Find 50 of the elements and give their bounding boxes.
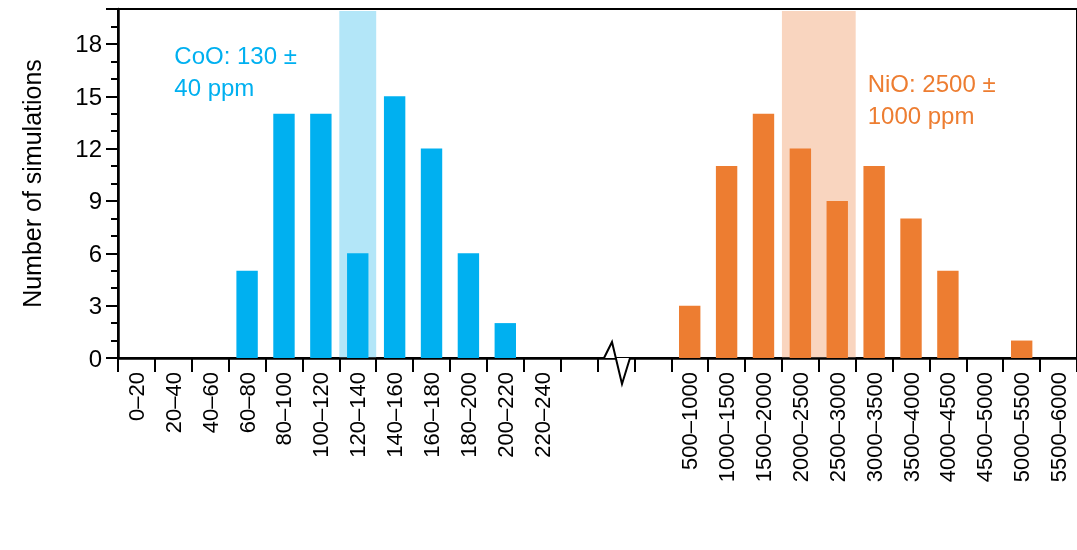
bar xyxy=(826,200,848,358)
x-tick-label: 220–240 xyxy=(529,372,555,458)
bar xyxy=(679,305,701,358)
x-tick-label: 2000–2500 xyxy=(787,372,813,483)
x-tick-label: 80–100 xyxy=(271,372,297,446)
x-tick-label: 3500–4000 xyxy=(898,372,924,483)
bar xyxy=(715,166,738,358)
bar xyxy=(347,253,369,358)
x-tick-label: 3000–3500 xyxy=(861,372,887,483)
bar xyxy=(457,253,480,358)
bar xyxy=(1010,340,1033,358)
y-tick-label: 6 xyxy=(88,239,102,267)
x-tick-label: 4000–4500 xyxy=(935,372,961,483)
y-axis-title: Number of simulations xyxy=(17,59,46,308)
bar xyxy=(937,270,959,358)
x-tick-label: 500–1000 xyxy=(677,372,703,470)
x-tick-label: 120–140 xyxy=(345,372,371,458)
x-tick-label: 4500–5000 xyxy=(972,372,998,483)
y-tick-label: 3 xyxy=(88,292,102,320)
bar xyxy=(494,323,516,358)
x-tick-label: 200–220 xyxy=(492,372,518,458)
bar xyxy=(863,166,885,358)
bar xyxy=(310,113,332,358)
x-tick-label: 160–180 xyxy=(419,372,445,458)
y-tick-label: 9 xyxy=(88,187,102,215)
y-tick-label: 18 xyxy=(75,30,102,58)
band-label: NiO: 2500 ± 1000 ppm xyxy=(867,69,1003,129)
x-tick-label: 60–80 xyxy=(234,372,260,434)
bar xyxy=(236,270,258,358)
bar xyxy=(383,96,406,358)
bar xyxy=(420,148,443,358)
bar xyxy=(900,218,922,358)
y-tick-label: 12 xyxy=(75,135,102,163)
x-tick-label: 100–120 xyxy=(308,372,334,458)
band-label: CoO: 130 ± 40 ppm xyxy=(174,41,304,101)
x-tick-label: 180–200 xyxy=(455,372,481,458)
x-tick-label: 2500–3000 xyxy=(824,372,850,483)
x-tick-label: 5500–6000 xyxy=(1046,372,1072,483)
bar xyxy=(752,113,775,358)
bar xyxy=(273,113,295,358)
x-tick-label: 20–40 xyxy=(160,372,186,434)
x-tick-label: 1500–2000 xyxy=(750,372,776,483)
y-tick-label: 15 xyxy=(75,82,102,110)
x-tick-label: 5000–5500 xyxy=(1009,372,1035,483)
y-tick-label: 0 xyxy=(88,344,102,372)
x-tick-label: 40–60 xyxy=(197,372,223,434)
bar xyxy=(789,148,812,358)
x-tick-label: 0–20 xyxy=(123,372,149,421)
x-tick-label: 1000–1500 xyxy=(714,372,740,483)
x-tick-label: 140–160 xyxy=(382,372,408,458)
